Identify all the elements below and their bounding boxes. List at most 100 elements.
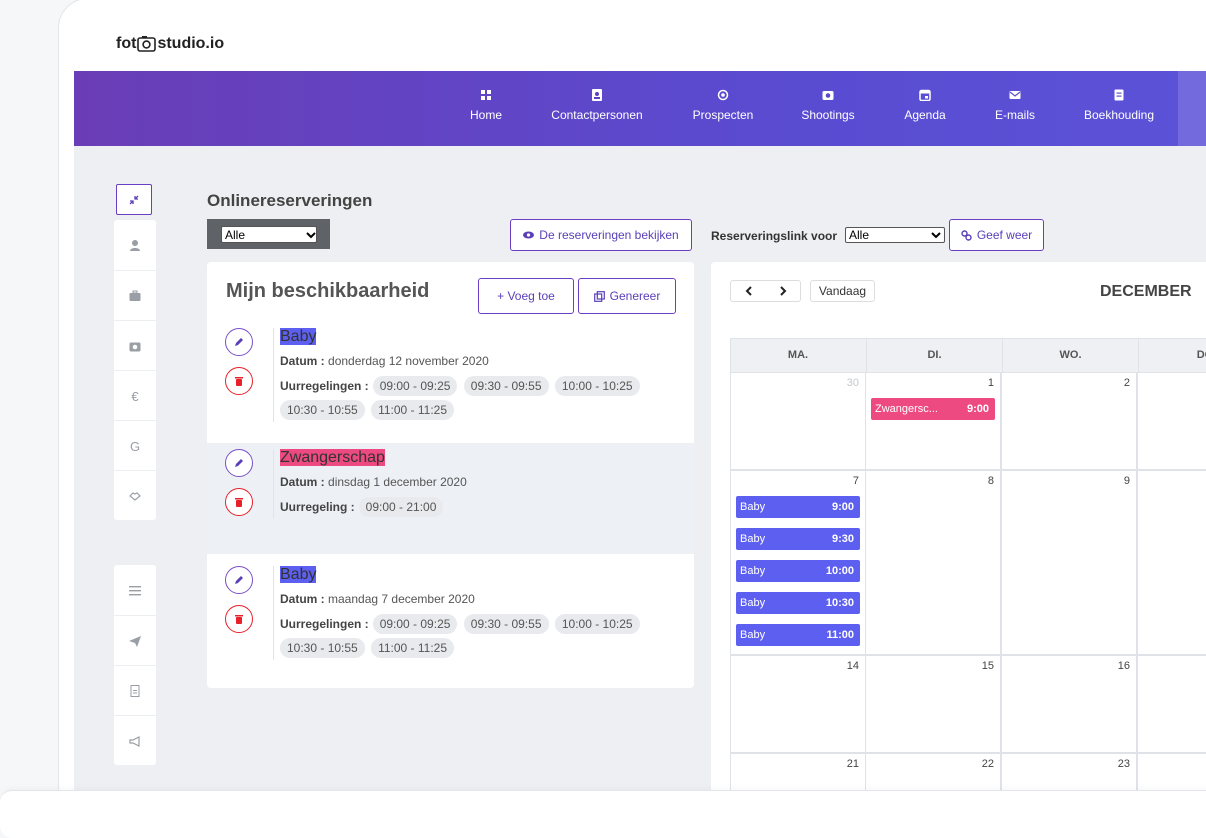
calendar-header [730, 338, 1206, 373]
link-select[interactable]: Alle [845, 227, 945, 243]
availability-card: Mijn beschikbaarheid + Voeg toe Genereer… [207, 262, 694, 688]
date-label: Datum : [280, 592, 325, 606]
time-slot: 09:00 - 09:25 [372, 614, 458, 634]
sidebar-icon [130, 240, 140, 251]
calendar-event[interactable]: Baby 10:30 [736, 592, 860, 614]
sidebar-icon [129, 342, 141, 352]
link-select-value: Alle [849, 228, 870, 242]
time-slot: 10:00 - 10:25 [554, 614, 640, 634]
slots-line: Uurregelingen :09:00 - 09:25 09:30 - 09:… [280, 612, 678, 660]
slots-label: Uurregelingen : [280, 617, 369, 631]
calendar-day[interactable]: 15 [865, 655, 1001, 753]
button-label: Genereer [609, 289, 661, 303]
nav-item[interactable]: Prospecten [663, 89, 783, 122]
calendar-grid: MA. DI.WO.DO. 30 1 Zwangersc... 9:00 2 7 Baby 9:0… [730, 338, 1206, 802]
calendar-day[interactable]: 2 [1001, 372, 1137, 470]
nav-icon [717, 89, 729, 101]
nav-item[interactable]: E-mails [955, 89, 1075, 122]
calendar-event[interactable]: Baby 10:00 [736, 560, 860, 582]
nav-item[interactable]: Agenda [865, 89, 985, 122]
calendar-day[interactable]: 30 [730, 372, 866, 470]
time-slot: 09:30 - 09:55 [463, 614, 549, 634]
today-button[interactable]: Vandaag [810, 280, 875, 302]
calendar-day [1137, 753, 1206, 802]
time-slot: 10:30 - 10:55 [280, 400, 365, 420]
show-button[interactable]: Geef weer [949, 219, 1044, 251]
sidebar-item[interactable]: € [114, 370, 156, 421]
bottom-bar [0, 790, 1206, 838]
sidebar-item[interactable] [114, 615, 156, 666]
calendar-day[interactable]: 22 [865, 753, 1001, 802]
sidebar-item[interactable]: G [114, 420, 156, 471]
sidebar-item[interactable] [114, 470, 156, 521]
sidebar-icon [129, 290, 141, 301]
delete-button[interactable] [225, 367, 253, 395]
calendar-day[interactable]: 16 [1001, 655, 1137, 753]
date-value: donderdag 12 november 2020 [328, 354, 489, 368]
sidebar-item[interactable] [114, 270, 156, 321]
calendar-event[interactable]: Zwangersc... 9:00 [871, 398, 995, 420]
prev-button[interactable] [731, 281, 766, 301]
nav-active-tab[interactable] [1178, 71, 1206, 146]
sidebar-toggle[interactable] [116, 184, 152, 215]
calendar-day[interactable]: 1 Zwangersc... 9:00 [865, 372, 1001, 470]
logo[interactable]: fot studio.io [116, 34, 224, 54]
slots-label: Uurregeling : [280, 500, 355, 514]
generate-button[interactable]: Genereer [578, 278, 676, 314]
nav-bar: Home Contactpersonen Prospecten Shootings Ag… [74, 71, 1206, 146]
event-time: 10:30 [825, 597, 854, 609]
calendar-day[interactable]: 8 [865, 470, 1001, 655]
calendar-event[interactable]: Baby 9:30 [736, 528, 860, 550]
calendar-day[interactable]: 7 Baby 9:00 Baby 9:30 Baby 10:00 Baby 10:30 Baby 1… [730, 470, 866, 655]
link-label: Reserveringslink voor [711, 229, 838, 243]
calendar-day [1137, 372, 1206, 470]
sidebar-icon [129, 586, 141, 596]
sidebar-icon [129, 492, 141, 501]
sidebar-panel: € G [114, 220, 156, 520]
button-label: De reserveringen bekijken [539, 228, 679, 242]
logo-text: studio.io [157, 35, 225, 52]
date-line: Datum : maandag 7 december 2020 [280, 592, 678, 606]
nav-icon [919, 89, 931, 101]
date-value: maandag 7 december 2020 [328, 592, 475, 606]
day-number: 7 [852, 475, 859, 487]
sidebar-item[interactable] [114, 220, 156, 270]
sidebar-item[interactable] [114, 715, 156, 766]
edit-button[interactable] [225, 449, 253, 477]
date-label: Datum : [280, 475, 325, 489]
nav-item[interactable]: Home [426, 89, 546, 122]
event-time: 10:00 [825, 565, 854, 577]
time-slot: 10:00 - 10:25 [554, 376, 640, 396]
time-slot: 09:00 - 09:25 [372, 376, 458, 396]
calendar-day[interactable]: 14 [730, 655, 866, 753]
edit-button[interactable] [225, 566, 253, 594]
calendar-day[interactable]: 23 [1001, 753, 1137, 802]
edit-button[interactable] [225, 328, 253, 356]
slots-label: Uurregelingen : [280, 379, 369, 393]
delete-button[interactable] [225, 488, 253, 516]
category-badge: Baby [280, 566, 317, 583]
view-reservations-button[interactable]: De reserveringen bekijken [510, 219, 692, 251]
delete-button[interactable] [225, 605, 253, 633]
sidebar-item[interactable] [114, 320, 156, 371]
calendar-event[interactable]: Baby 11:00 [736, 624, 860, 646]
calendar-day[interactable]: 9 [1001, 470, 1137, 655]
date-label: Datum : [280, 354, 325, 368]
calendar-event[interactable]: Baby 9:00 [736, 496, 860, 518]
weekday-label: DO. [1138, 338, 1206, 373]
calendar-card: Vandaag DECEMBER MA. DI.WO.DO. 30 1 Zwangers… [711, 262, 1206, 802]
sidebar-item[interactable] [114, 665, 156, 716]
nav-item[interactable]: Contactpersonen [537, 89, 657, 122]
nav-icon [481, 90, 491, 100]
sidebar-icon [130, 685, 140, 697]
day-number: 22 [981, 758, 994, 770]
nav-item[interactable]: Boekhouding [1059, 89, 1179, 122]
day-number: 21 [846, 758, 859, 770]
add-button[interactable]: + Voeg toe [478, 278, 574, 314]
nav-item[interactable]: Shootings [768, 89, 888, 122]
nav-icon [1009, 91, 1021, 99]
next-button[interactable] [766, 281, 801, 301]
sidebar-item[interactable] [114, 565, 156, 615]
filter-select[interactable]: Alle [221, 226, 317, 243]
eye-icon [523, 231, 535, 239]
